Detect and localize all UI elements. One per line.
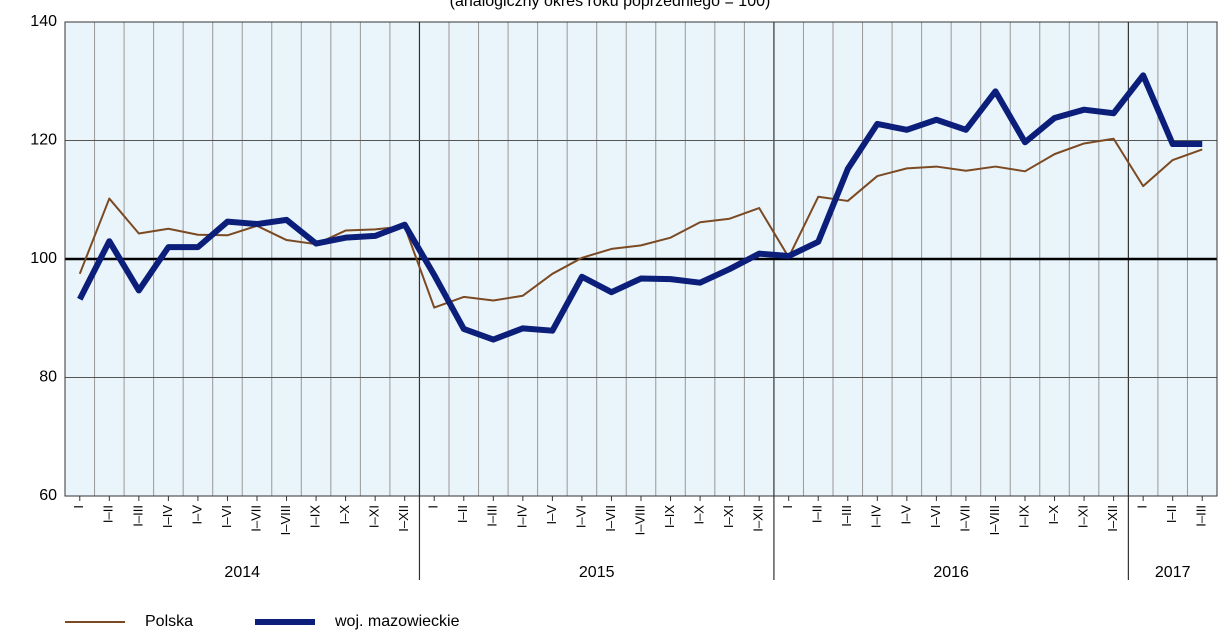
x-tick-label: I–XII <box>751 505 766 532</box>
legend-label: Polska <box>145 613 193 630</box>
x-tick-label: I–III <box>130 505 145 527</box>
x-tick-label: I–X <box>692 505 707 525</box>
x-tick-label: I–IX <box>308 505 323 528</box>
x-tick-label: I–IV <box>869 505 884 528</box>
chart-title: (analogiczny okres roku poprzedniego = 1… <box>450 0 771 10</box>
x-tick-label: I <box>71 505 86 509</box>
year-label: 2016 <box>933 564 969 581</box>
y-tick-label: 120 <box>30 132 57 149</box>
x-tick-label: I–XI <box>367 505 382 528</box>
x-tick-label: I–IX <box>1016 505 1031 528</box>
year-label: 2017 <box>1155 564 1191 581</box>
x-tick-label: I–V <box>189 505 204 525</box>
x-tick-label: I–X <box>337 505 352 525</box>
x-tick-label: I–XI <box>721 505 736 528</box>
x-tick-label: I–VI <box>219 505 234 528</box>
year-label: 2015 <box>579 564 615 581</box>
x-tick-label: I–VIII <box>278 505 293 535</box>
x-tick-label: I–III <box>1194 505 1209 527</box>
x-tick-label: I–VII <box>248 505 263 532</box>
x-tick-label: I–III <box>839 505 854 527</box>
series-line <box>78 137 1203 309</box>
x-tick-label: I–IV <box>514 505 529 528</box>
x-tick-label: I–VI <box>928 505 943 528</box>
x-tick-label: I–V <box>544 505 559 525</box>
x-tick-label: I–VII <box>603 505 618 532</box>
x-tick-label: I–VIII <box>632 505 647 535</box>
x-tick-label: I–II <box>455 505 470 523</box>
x-tick-label: I–VII <box>957 505 972 532</box>
x-tick-label: I–XII <box>396 505 411 532</box>
x-tick-label: I <box>426 505 441 509</box>
x-tick-label: I–II <box>810 505 825 523</box>
x-tick-label: I <box>780 505 795 509</box>
x-tick-label: I–VIII <box>987 505 1002 535</box>
x-tick-label: I–II <box>101 505 116 523</box>
y-tick-label: 100 <box>30 250 57 267</box>
year-label: 2014 <box>224 564 260 581</box>
x-tick-label: I–II <box>1164 505 1179 523</box>
x-tick-label: I–IX <box>662 505 677 528</box>
y-tick-label: 140 <box>30 13 57 30</box>
x-tick-label: I–IV <box>160 505 175 528</box>
series-line <box>77 72 1203 343</box>
x-tick-label: I–III <box>485 505 500 527</box>
x-tick-label: I–X <box>1046 505 1061 525</box>
x-tick-label: I–XII <box>1105 505 1120 532</box>
legend-label: woj. mazowieckie <box>334 613 460 630</box>
x-tick-label: I–XI <box>1076 505 1091 528</box>
x-tick-label: I–VI <box>573 505 588 528</box>
y-tick-label: 60 <box>39 487 57 504</box>
y-tick-label: 80 <box>39 369 57 386</box>
x-tick-label: I <box>1135 505 1150 509</box>
x-tick-label: I–V <box>898 505 913 525</box>
